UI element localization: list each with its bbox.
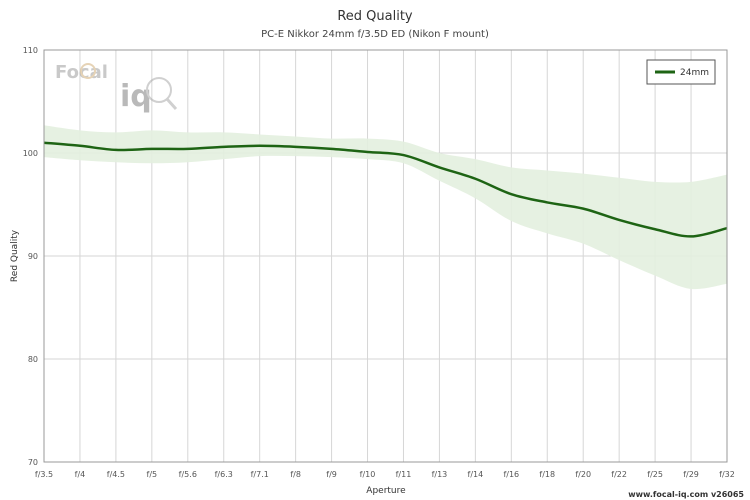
logo-lettering: Focal xyxy=(55,62,108,83)
x-tick-label: f/13 xyxy=(432,470,448,479)
quality-band xyxy=(44,125,727,290)
series-lines xyxy=(43,141,728,238)
x-tick-label: f/22 xyxy=(611,470,627,479)
x-tick-label: f/10 xyxy=(360,470,376,479)
focal-logo-watermark: Focal iq xyxy=(55,62,178,114)
magnifier-icon xyxy=(146,77,172,103)
x-tick-label: f/7.1 xyxy=(251,470,269,479)
footer-watermark: www.focal-iq.com v26065 xyxy=(628,490,744,499)
series-line xyxy=(43,141,728,238)
x-tick-label: f/11 xyxy=(396,470,412,479)
x-tick-label: f/16 xyxy=(503,470,519,479)
x-tick-label: f/25 xyxy=(647,470,663,479)
chart-title: Red Quality xyxy=(337,9,413,24)
y-tick-label: 70 xyxy=(28,458,38,467)
y-tick-label: 100 xyxy=(23,149,38,158)
y-ticks: 70 80 90 100 110 xyxy=(23,46,38,467)
y-tick-label: 80 xyxy=(28,355,38,364)
chart-subtitle: PC-E Nikkor 24mm f/3.5D ED (Nikon F moun… xyxy=(261,29,489,40)
x-tick-label: f/32 xyxy=(719,470,735,479)
x-ticks: f/3.5 f/4 f/4.5 f/5 f/5.6 f/6.3 f/7.1 f/8 f/9 f/1… xyxy=(35,470,735,479)
x-tick-label: f/9 xyxy=(326,470,337,479)
x-tick-label: f/3.5 xyxy=(35,470,53,479)
y-tick-label: 90 xyxy=(28,252,38,261)
x-axis-label: Aperture xyxy=(366,486,406,496)
x-tick-label: f/5 xyxy=(147,470,158,479)
logo-iq: iq xyxy=(120,79,152,114)
x-tick-label: f/4 xyxy=(75,470,86,479)
x-tick-label: f/29 xyxy=(683,470,699,479)
x-tick-label: f/6.3 xyxy=(215,470,233,479)
y-tick-label: 110 xyxy=(23,46,38,55)
x-tick-label: f/4.5 xyxy=(107,470,125,479)
legend: 24mm xyxy=(646,59,716,85)
series-band xyxy=(44,125,727,290)
y-axis-label: Red Quality xyxy=(10,229,20,282)
x-tick-label: f/14 xyxy=(468,470,484,479)
x-tick-label: f/20 xyxy=(575,470,591,479)
x-tick-label: f/8 xyxy=(290,470,301,479)
x-tick-label: f/18 xyxy=(539,470,555,479)
x-tick-label: f/5.6 xyxy=(179,470,197,479)
plot-area-border xyxy=(43,49,728,463)
legend-label: 24mm xyxy=(680,68,709,78)
